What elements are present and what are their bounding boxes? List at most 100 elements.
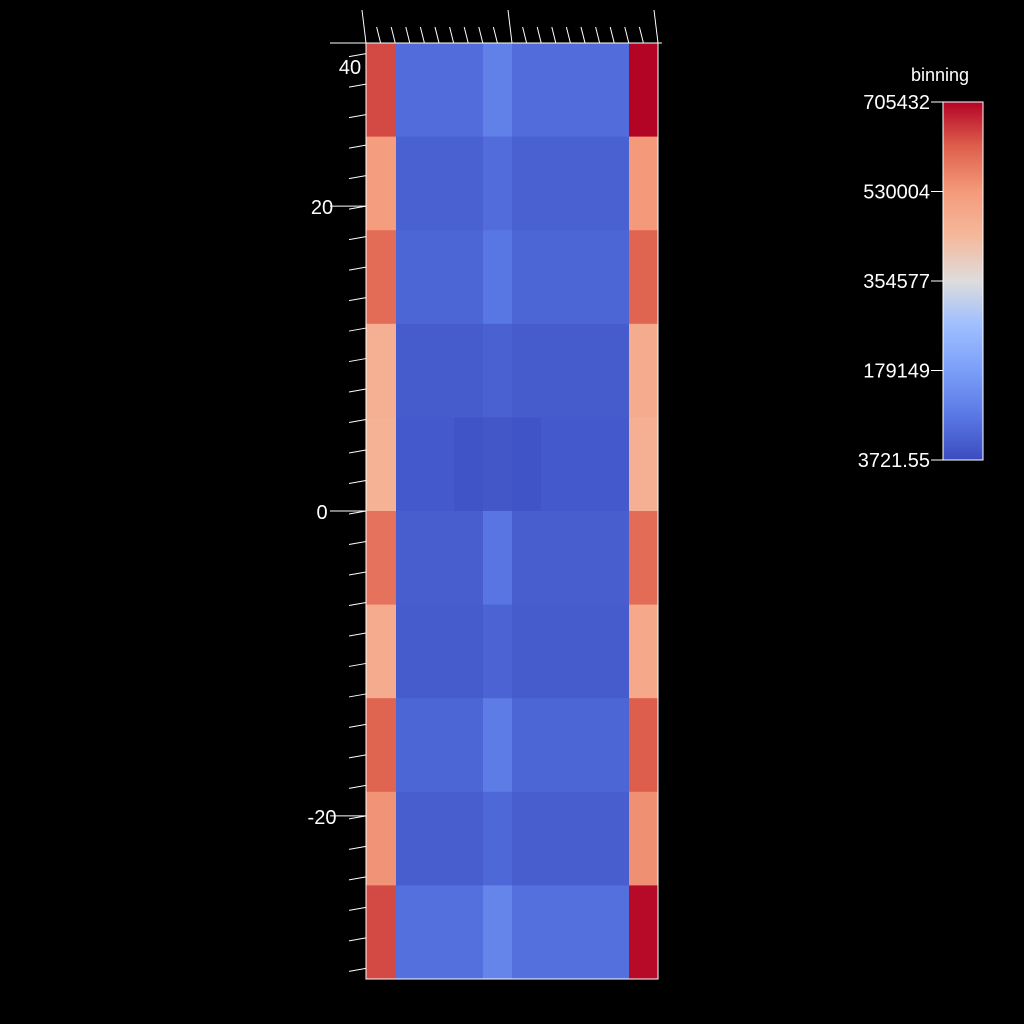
heatmap-cell [483,885,512,980]
heatmap-cell [541,230,570,325]
heatmap-cell [483,43,512,138]
x-axis-tick [376,26,382,44]
x-axis-tick [507,9,513,44]
heatmap-cell [425,417,454,512]
x-axis-tick [522,26,528,44]
y-axis-minor-tick [348,937,367,942]
heatmap-cell [396,136,425,231]
heatmap-cell [629,885,658,980]
colorbar-title: binning [911,65,969,85]
y-axis-minor-tick [348,571,367,576]
heatmap-cell [396,43,425,138]
heatmap-cell [454,230,483,325]
colorbar-tick-label: 179149 [863,361,930,383]
y-axis-minor-tick [348,144,367,149]
heatmap-cell [366,604,396,699]
heatmap-cell [512,136,541,231]
x-axis-tick [536,26,542,44]
heatmap-cell [425,136,454,231]
x-axis-tick [609,26,615,44]
heatmap-cell [512,43,541,138]
heatmap-cell [570,604,629,699]
heatmap-cell [366,417,396,512]
x-axis-tick [653,9,659,44]
heatmap-cell [512,323,541,418]
y-axis-minor-tick [348,601,367,606]
heatmap-cell [570,417,629,512]
heatmap-cell [366,323,396,418]
y-axis-tick-label: 0 [316,502,327,524]
x-axis-tick [463,26,469,44]
heatmap-cell [512,417,541,512]
y-axis-minor-tick [348,632,367,637]
heatmap-cell [366,230,396,325]
x-axis-tick [638,26,644,44]
x-axis-tick [492,26,498,44]
heatmap-cell [366,43,396,138]
y-axis-minor-tick [348,83,367,88]
heatmap-cell [454,136,483,231]
heatmap-cell [483,791,512,886]
y-axis-minor-tick [348,723,367,728]
y-axis-minor-tick [348,967,367,972]
heatmap-cell [629,511,658,606]
x-axis-tick [595,26,601,44]
heatmap-cell [454,791,483,886]
colorbar-tick-label: 3721.55 [858,450,930,472]
heatmap-cell [396,885,425,980]
y-axis-minor-tick [348,266,367,271]
x-axis-tick [361,9,367,44]
heatmap-cell [425,791,454,886]
x-axis-tick [478,26,484,44]
x-axis-tick [580,26,586,44]
heatmap-cell [454,604,483,699]
x-axis-tick [405,26,411,44]
heatmap-cell [570,791,629,886]
heatmap-cell [483,511,512,606]
x-axis-tick [565,26,571,44]
y-axis-minor-tick [348,449,367,454]
heatmap-cell [425,230,454,325]
heatmap-cell [396,511,425,606]
heatmap-cell [454,43,483,138]
heatmap-cell [366,698,396,793]
x-axis-tick [419,26,425,44]
heatmap-cell [396,230,425,325]
heatmap-cell [483,604,512,699]
colorbar-ticks: 705432 530004 354577 179149 3721.55 [858,92,943,472]
colorbar-legend: binning 705432 530004 354577 179149 3721.55 [858,65,984,472]
y-axis-tick-label: -20 [308,807,337,829]
heatmap-cell [570,698,629,793]
y-axis-minor-tick [348,358,367,363]
heatmap-cell [570,885,629,980]
y-axis-minor-tick [348,906,367,911]
heatmap-cell [366,791,396,886]
x-axis-tick [449,26,455,44]
heatmap-cell [425,885,454,980]
heatmap-cell [366,511,396,606]
heatmap-cell [396,604,425,699]
heatmap-cell [629,230,658,325]
y-axis-minor-tick [348,540,367,545]
colorbar-tick-label: 354577 [863,271,930,293]
x-axis-tick [624,26,630,44]
heatmap-cell [629,323,658,418]
y-axis-minor-tick [348,327,367,332]
heatmap-cell [541,604,570,699]
heatmap-cell [425,323,454,418]
heatmap-cell [454,417,483,512]
heatmap-cell [629,791,658,886]
heatmap-cell [512,230,541,325]
heatmap-cell [512,604,541,699]
heatmap-cell [512,791,541,886]
heatmap-cell [483,136,512,231]
heatmap-cell [483,698,512,793]
y-axis-minor-tick [348,114,367,119]
x-axis-tick [551,26,557,44]
heatmap-cell [454,698,483,793]
heatmap-cell [396,417,425,512]
colorbar-gradient [942,101,984,461]
y-axis-minor-tick [348,53,367,58]
heatmap-cells [366,43,658,980]
y-axis-minor-tick [348,175,367,180]
